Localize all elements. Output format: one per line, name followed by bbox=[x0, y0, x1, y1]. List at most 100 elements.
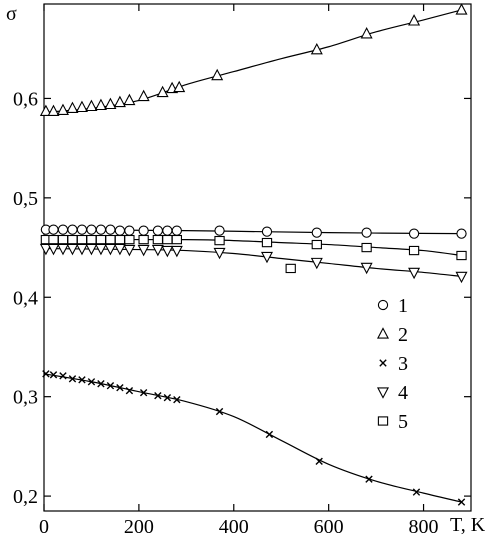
legend-marker-5 bbox=[377, 416, 389, 426]
series-1-point bbox=[67, 224, 78, 235]
series-4-point bbox=[161, 245, 174, 258]
y-tick-label: 0,6 bbox=[13, 88, 38, 110]
series-2-point bbox=[360, 27, 373, 39]
series-1-point bbox=[95, 224, 107, 235]
series-2-point bbox=[75, 100, 88, 113]
series-4-point bbox=[360, 262, 373, 275]
series-4-point bbox=[104, 243, 117, 256]
series-5-point bbox=[76, 234, 88, 245]
series-5-point bbox=[214, 235, 225, 246]
series-4-point bbox=[123, 244, 136, 257]
series-3-point bbox=[87, 378, 96, 386]
series-3-point bbox=[265, 430, 274, 439]
series-4-point bbox=[56, 243, 69, 256]
series-3-point bbox=[125, 387, 134, 395]
y-tick-label: 0,2 bbox=[13, 486, 38, 508]
series-2-point bbox=[137, 89, 150, 102]
y-axis-label: σ bbox=[6, 3, 17, 25]
series-3-line bbox=[43, 373, 462, 503]
legend-marker-4 bbox=[376, 387, 390, 399]
series-3-point bbox=[116, 384, 124, 392]
series-2-point bbox=[66, 101, 79, 114]
x-tick-label: 0 bbox=[39, 516, 49, 538]
legend-marker-1 bbox=[377, 299, 389, 311]
series-1-point bbox=[86, 224, 97, 235]
series-5-point bbox=[105, 234, 116, 245]
series-3-point bbox=[106, 382, 115, 390]
legend-label-3: 3 bbox=[398, 353, 408, 375]
series-4-point bbox=[260, 251, 273, 264]
series-1-point bbox=[48, 224, 59, 235]
series-5-point bbox=[456, 250, 467, 261]
series-2-point bbox=[39, 104, 52, 117]
series-1-point bbox=[114, 225, 126, 236]
series-4-point bbox=[151, 244, 164, 257]
series-1-point bbox=[311, 227, 322, 238]
series-5-point bbox=[124, 234, 135, 245]
legend: 1 2 3 4 5 bbox=[376, 295, 408, 433]
legend-label-1: 1 bbox=[398, 295, 408, 317]
series-2-point bbox=[47, 104, 60, 117]
series-5-point bbox=[48, 234, 59, 245]
plot-frame bbox=[43, 3, 472, 512]
series-2-point bbox=[156, 85, 169, 98]
y-tick-label: 0,5 bbox=[13, 188, 38, 210]
series-3-point bbox=[163, 393, 172, 402]
series-4-point bbox=[455, 271, 468, 284]
series-4-point bbox=[39, 243, 52, 256]
series-3-point bbox=[68, 375, 77, 383]
series-1-point bbox=[105, 224, 116, 235]
series-5-point bbox=[57, 234, 69, 245]
series-3-point bbox=[315, 457, 323, 465]
series-2-point bbox=[104, 97, 117, 110]
series-5-point bbox=[162, 234, 173, 245]
series-5-point bbox=[86, 234, 97, 245]
series-2-point bbox=[113, 95, 126, 108]
series-5-point bbox=[152, 234, 164, 245]
series-1-point bbox=[76, 224, 88, 235]
series-5-point bbox=[261, 237, 273, 248]
legend-label-5: 5 bbox=[398, 411, 408, 433]
series-4-point bbox=[94, 243, 107, 256]
series-5-point bbox=[285, 263, 296, 274]
series-2-point bbox=[123, 93, 136, 106]
series-3-point bbox=[78, 376, 86, 384]
series-1-point bbox=[361, 227, 372, 238]
series-4-point bbox=[47, 243, 60, 256]
series-1-point bbox=[214, 225, 225, 236]
series-5-point bbox=[361, 242, 372, 253]
series-2-point bbox=[310, 42, 323, 55]
series-2-point bbox=[211, 68, 224, 81]
y-tick-label: 0,3 bbox=[13, 387, 38, 409]
y-tick-label: 0,4 bbox=[13, 287, 38, 309]
series-2-point bbox=[173, 80, 186, 93]
x-tick-label: 400 bbox=[219, 516, 249, 538]
series-3-point bbox=[365, 475, 373, 483]
legend-label-2: 2 bbox=[398, 324, 408, 346]
series-4-point bbox=[310, 257, 323, 270]
series-4-line bbox=[43, 247, 462, 277]
legend-marker-2 bbox=[376, 327, 390, 339]
series-4-point bbox=[85, 243, 98, 256]
series-1-point bbox=[152, 225, 164, 236]
markers-group bbox=[39, 3, 468, 506]
series-4-point bbox=[75, 243, 88, 256]
series-3-point bbox=[97, 380, 105, 388]
series-3-point bbox=[154, 391, 162, 400]
series-5-point bbox=[138, 234, 149, 245]
plot-frame-group bbox=[43, 3, 472, 512]
series-3-point bbox=[457, 498, 466, 506]
series-3-point bbox=[42, 370, 50, 378]
series-2-point bbox=[455, 3, 468, 15]
legend-label-4: 4 bbox=[398, 382, 408, 404]
series-1-point bbox=[408, 228, 420, 239]
series-4-point bbox=[66, 243, 79, 256]
series-2-line bbox=[43, 9, 462, 113]
series-4-point bbox=[170, 245, 183, 258]
series-5-point bbox=[67, 234, 78, 245]
series-4-point bbox=[213, 247, 226, 260]
series-1-point bbox=[124, 225, 135, 236]
series-2-point bbox=[85, 99, 98, 112]
